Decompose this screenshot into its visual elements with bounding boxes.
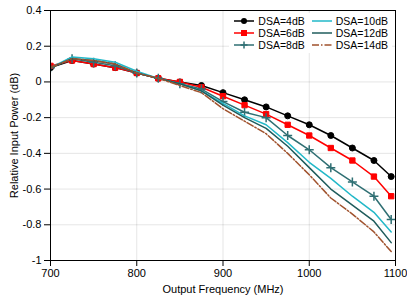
svg-text:-0.4: -0.4: [23, 147, 42, 159]
svg-text:Relative Input Power (dB): Relative Input Power (dB): [8, 73, 20, 198]
svg-text:900: 900: [214, 267, 232, 279]
svg-text:0.4: 0.4: [26, 4, 41, 16]
html-text:DSA=4dB: DSA=4dB: [258, 15, 305, 27]
svg-text:Output Frequency (MHz): Output Frequency (MHz): [162, 283, 283, 295]
svg-text:-0.8: -0.8: [23, 218, 42, 230]
svg-text:0: 0: [35, 75, 41, 87]
svg-text:800: 800: [128, 267, 146, 279]
svg-text:1100: 1100: [384, 267, 407, 279]
svg-text:1000: 1000: [297, 267, 321, 279]
html-text:DSA=14dB: DSA=14dB: [335, 39, 388, 51]
svg-text:-0.6: -0.6: [23, 183, 42, 195]
html-text:DSA=12dB: DSA=12dB: [335, 27, 388, 39]
html-text:DSA=6dB: DSA=6dB: [258, 27, 305, 39]
html-text:DSA=8dB: DSA=8dB: [258, 39, 305, 51]
html-text:DSA=10dB: DSA=10dB: [335, 15, 388, 27]
svg-text:700: 700: [41, 267, 59, 279]
svg-text:0.2: 0.2: [26, 40, 41, 52]
svg-text:-1: -1: [32, 254, 42, 266]
svg-text:-0.2: -0.2: [23, 111, 42, 123]
